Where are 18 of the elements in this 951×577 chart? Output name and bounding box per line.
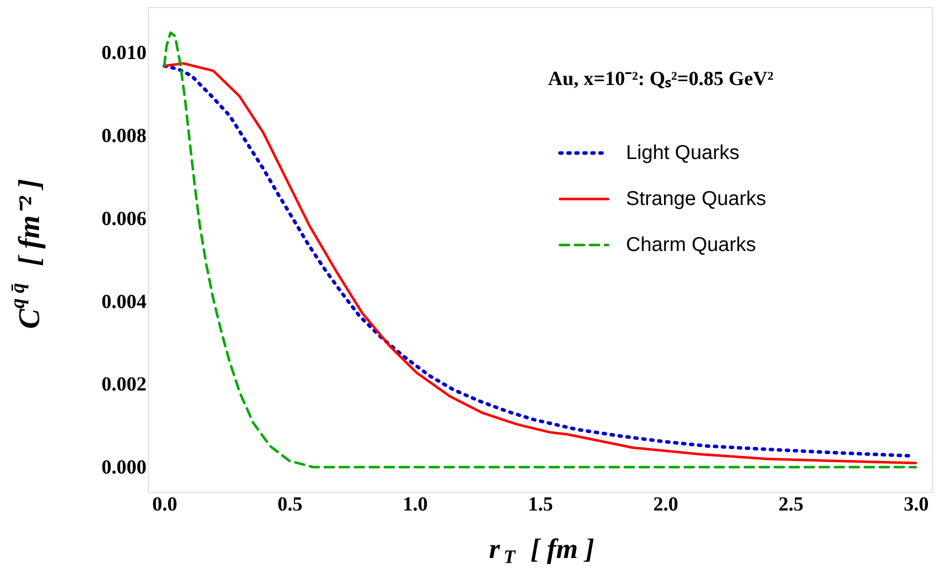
x-tick-label: 2.0 bbox=[653, 494, 678, 516]
y-tick-label: 0.002 bbox=[102, 374, 146, 396]
x-tick-label: 0.0 bbox=[152, 494, 178, 516]
y-axis-title: Cq q̄ [ fm⁻² ] bbox=[7, 178, 46, 329]
y-tick-label: 0.000 bbox=[102, 456, 146, 479]
y-tick-label: 0.008 bbox=[102, 125, 146, 148]
legend-label: Light Quarks bbox=[626, 142, 740, 164]
y-tick-label: 0.006 bbox=[102, 208, 146, 230]
y-tick-label: 0.010 bbox=[102, 42, 146, 64]
x-tick-label: 2.5 bbox=[778, 494, 804, 516]
x-tick-label: 0.5 bbox=[278, 494, 303, 516]
annotation: Au, x=10⁻²: Qₛ²=0.85 GeV² bbox=[548, 68, 774, 90]
x-tick-label: 1.0 bbox=[402, 494, 428, 516]
x-tick-label: 1.5 bbox=[528, 494, 553, 516]
x-tick-label: 3.0 bbox=[904, 494, 929, 516]
legend-label: Strange Quarks bbox=[626, 188, 766, 210]
y-tick-label: 0.004 bbox=[102, 290, 146, 313]
legend-label: Charm Quarks bbox=[626, 234, 756, 256]
